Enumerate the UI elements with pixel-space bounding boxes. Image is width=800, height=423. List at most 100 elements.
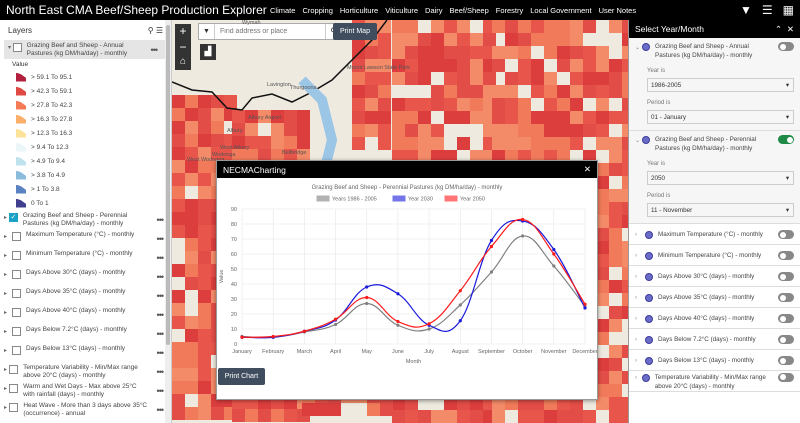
more-options-icon[interactable]: ••• [156,234,165,244]
layer-checkbox[interactable] [9,384,19,393]
legend-label[interactable]: Year 2050 [460,197,485,203]
data-point[interactable] [489,238,494,243]
layer-item[interactable]: ▸ Minimum Temperature (°C) - monthly ••• [0,248,171,267]
caret-right-icon[interactable]: ▸ [4,348,8,354]
layer-item[interactable]: ▸ Days Above 40°C (days) - monthly ••• [0,305,171,324]
data-point[interactable] [333,317,338,321]
layer-toggle[interactable] [778,230,794,239]
layer-checkbox[interactable] [12,346,21,355]
data-point[interactable] [365,301,369,306]
search-source-dropdown[interactable]: ▼ [199,24,215,39]
period-select[interactable]: 01 - January ▾ [647,110,794,124]
caret-right-icon[interactable]: ▸ [4,329,8,335]
print-chart-button[interactable]: Print Chart [218,368,265,385]
layer-item[interactable]: ▸ ✓ Grazing Beef and Sheep - Perennial Pas… [0,210,171,229]
more-options-icon[interactable]: ••• [156,386,165,396]
data-point[interactable] [427,322,431,326]
caret-right-icon[interactable]: ▸ [4,291,8,297]
layer-checkbox[interactable] [9,365,19,374]
search-icon[interactable]: ⚲ [147,25,154,35]
chevron-down-icon[interactable]: ⌄ [635,45,641,51]
data-point[interactable] [552,247,556,252]
data-point[interactable] [521,217,525,222]
layer-toggle[interactable] [778,314,794,323]
layer-item[interactable]: ▸ Maximum Temperature (°C) - monthly ••• [0,229,171,248]
nav-forestry[interactable]: Forestry [495,5,524,15]
layer-toggle[interactable] [778,293,794,302]
data-point[interactable] [240,335,244,339]
more-options-icon[interactable]: ••• [156,329,165,339]
caret-down-icon[interactable]: ▾ [8,45,12,51]
more-options-icon[interactable]: ••• [156,348,165,358]
more-options-icon[interactable]: ••• [156,291,165,301]
more-options-icon[interactable]: ••• [150,45,159,55]
layer-item[interactable]: ▸ Days Below 7.2°C (days) - monthly ••• [0,324,171,343]
layer-item[interactable]: ▸ Days Above 35°C (days) - monthly ••• [0,286,171,305]
more-options-icon[interactable]: ••• [156,253,165,263]
data-point[interactable] [489,244,494,249]
data-point[interactable] [396,323,400,327]
caret-right-icon[interactable]: ▸ [4,272,8,278]
year-select[interactable]: 1986-2005 ▾ [647,78,794,92]
layer-checkbox[interactable]: ✓ [8,213,18,222]
caret-right-icon[interactable]: ▸ [4,253,8,259]
data-point[interactable] [552,264,556,268]
data-point[interactable] [458,289,462,293]
caret-right-icon[interactable]: ▸ [4,386,8,392]
layer-item[interactable]: ▸ Warm and Wet Days - Max above 25°C with… [0,381,171,400]
layer-item[interactable]: ▸ Days Above 30°C (days) - monthly ••• [0,267,171,286]
data-point[interactable] [365,285,369,289]
grid-icon[interactable]: ▦ [782,3,794,17]
data-point[interactable] [583,302,587,306]
caret-right-icon[interactable]: ▸ [4,215,8,221]
layer-checkbox[interactable] [12,251,21,260]
zoom-in-button[interactable]: + [175,24,191,40]
layer-item[interactable]: ▸ Heat Wave - More than 3 days above 35°C… [0,400,171,419]
caret-right-icon[interactable]: ▸ [4,405,8,411]
chevron-right-icon[interactable]: › [635,316,637,322]
more-options-icon[interactable]: ••• [156,310,165,320]
collapse-icon[interactable]: ⌃ [775,23,783,34]
print-map-button[interactable]: Print Map [333,23,377,40]
home-button[interactable]: ⌂ [175,54,191,70]
layer-item[interactable]: ▸ Temperature Variability - Min/Max range… [0,362,171,381]
data-point[interactable] [489,270,494,274]
close-icon[interactable]: ✕ [583,164,591,174]
chevron-right-icon[interactable]: › [635,232,637,238]
more-options-icon[interactable]: ••• [156,272,165,282]
data-point[interactable] [396,319,400,324]
filter-list-icon[interactable]: ☰ [155,25,163,35]
chevron-right-icon[interactable]: › [635,295,637,301]
caret-right-icon[interactable]: ▸ [4,367,8,373]
legend-label[interactable]: Year 2030 [408,197,433,203]
layer-toggle[interactable] [778,372,794,382]
chevron-right-icon[interactable]: › [635,337,637,343]
layer-checkbox[interactable] [12,232,21,241]
layer-toggle[interactable] [778,272,794,281]
filter-icon[interactable]: ▼ [740,3,752,17]
data-point[interactable] [333,322,338,327]
layer-checkbox[interactable] [12,270,21,279]
data-point[interactable] [427,327,431,331]
nav-cropping[interactable]: Cropping [302,5,333,15]
layer-checkbox[interactable] [9,403,19,412]
data-point[interactable] [396,292,400,296]
data-point[interactable] [458,319,462,323]
nav-local-government[interactable]: Local Government [530,5,592,15]
data-point[interactable] [552,252,556,256]
chevron-down-icon[interactable]: ⌄ [635,138,641,144]
more-options-icon[interactable]: ••• [156,405,165,415]
layer-list-icon[interactable]: ☰ [761,3,773,17]
data-point[interactable] [365,295,369,300]
nav-dairy[interactable]: Dairy [425,5,443,15]
nav-horticulture[interactable]: Horticulture [339,5,379,15]
nav-beef-sheep[interactable]: Beef/Sheep [449,5,489,15]
layer-toggle[interactable] [778,356,794,365]
layer-toggle[interactable] [778,42,794,51]
layer-toggle[interactable] [778,251,794,260]
nav-viticulture[interactable]: Viticulture [385,5,419,15]
layer-checkbox[interactable] [12,43,22,52]
period-select[interactable]: 11 - November ▾ [647,203,794,217]
caret-right-icon[interactable]: ▸ [4,234,8,240]
chevron-right-icon[interactable]: › [635,274,637,280]
